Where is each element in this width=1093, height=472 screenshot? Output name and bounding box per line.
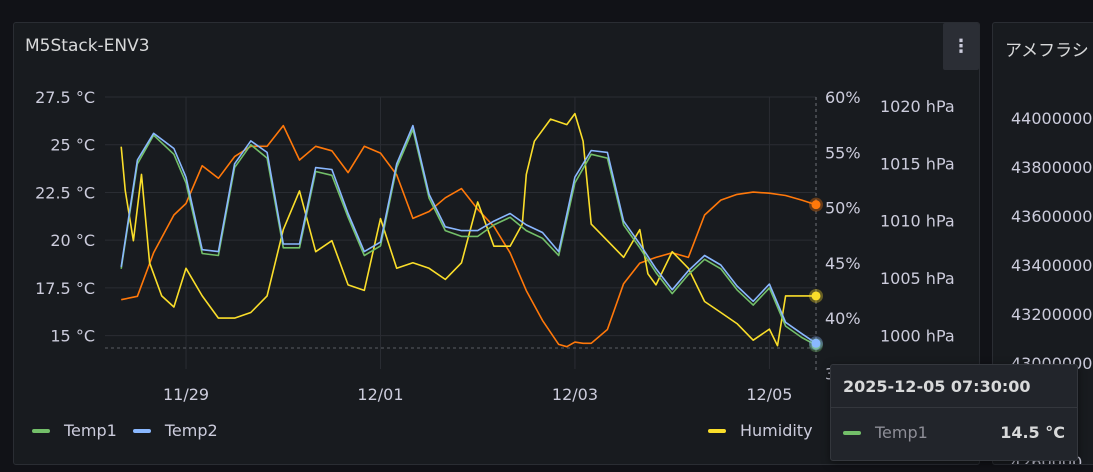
tooltip-row: Temp1 14.5 °C bbox=[843, 423, 1065, 442]
y-tick-temp: 15 °C bbox=[50, 327, 95, 346]
panel2-tick: 43600000 bbox=[1011, 207, 1093, 226]
legend-label: Temp1 bbox=[64, 421, 117, 440]
hover-point-pressure bbox=[811, 200, 821, 210]
legend-label: Temp2 bbox=[164, 421, 218, 440]
y-tick-humidity: 45% bbox=[825, 254, 861, 273]
y-tick-pressure: 1000 hPa bbox=[880, 326, 955, 345]
kebab-menu-icon[interactable]: ⋮ bbox=[943, 23, 979, 70]
y-tick-pressure: 1005 hPa bbox=[880, 269, 955, 288]
y-tick-pressure: 1010 hPa bbox=[880, 212, 955, 231]
series-line-temp2 bbox=[120, 124, 817, 344]
series-line-temp1 bbox=[120, 128, 817, 346]
panel2-title: アメフラシ bbox=[1005, 41, 1089, 61]
panel2-tick: 43400000 bbox=[1011, 256, 1093, 275]
y-tick-pressure: 1015 hPa bbox=[880, 154, 955, 173]
y-tick-temp: 20 °C bbox=[50, 231, 95, 250]
panel-title: M5Stack-ENV3 bbox=[25, 36, 150, 56]
legend-left: Temp1 Temp2 bbox=[32, 421, 234, 440]
hover-point-humidity bbox=[811, 291, 821, 301]
y-tick-pressure: 1020 hPa bbox=[880, 97, 955, 116]
legend-swatch bbox=[32, 428, 50, 433]
y-tick-temp: 17.5 °C bbox=[35, 279, 95, 298]
legend-item-temp1[interactable]: Temp1 bbox=[32, 421, 117, 440]
hover-tooltip: 2025-12-05 07:30:00 Temp1 14.5 °C bbox=[830, 364, 1078, 461]
series-line-humidity bbox=[120, 112, 816, 347]
legend-swatch bbox=[132, 428, 151, 433]
tooltip-time: 2025-12-05 07:30:00 bbox=[843, 377, 1031, 396]
y-tick-temp: 25 °C bbox=[50, 136, 95, 155]
hover-point-temp2 bbox=[811, 338, 821, 348]
tooltip-divider bbox=[831, 407, 1077, 408]
legend-right: Humidity bbox=[708, 421, 829, 440]
x-tick-label: 12/05 bbox=[746, 385, 792, 404]
legend-swatch bbox=[708, 428, 726, 433]
panel2-tick: 43200000 bbox=[1011, 305, 1093, 324]
y-tick-humidity: 40% bbox=[825, 309, 861, 328]
x-tick-label: 12/03 bbox=[552, 385, 598, 404]
panel-m5stack-env3: M5Stack-ENV3 ⋮ bbox=[13, 22, 980, 465]
x-tick-label: 11/29 bbox=[163, 385, 209, 404]
panel2-tick: 43800000 bbox=[1011, 158, 1093, 177]
y-tick-humidity: 60% bbox=[825, 88, 861, 107]
legend-item-temp2[interactable]: Temp2 bbox=[132, 421, 218, 440]
legend-label: Humidity bbox=[740, 421, 813, 440]
x-tick-label: 12/01 bbox=[357, 385, 403, 404]
tooltip-value: 14.5 °C bbox=[1000, 423, 1065, 442]
y-tick-humidity: 50% bbox=[825, 199, 861, 218]
y-tick-humidity: 55% bbox=[825, 143, 861, 162]
legend-item-humidity[interactable]: Humidity bbox=[708, 421, 813, 440]
tooltip-swatch bbox=[843, 430, 861, 435]
tooltip-series-name: Temp1 bbox=[875, 423, 928, 442]
y-tick-temp: 22.5 °C bbox=[35, 183, 95, 202]
y-tick-temp: 27.5 °C bbox=[35, 88, 95, 107]
panel2-tick: 44000000 bbox=[1011, 109, 1093, 128]
